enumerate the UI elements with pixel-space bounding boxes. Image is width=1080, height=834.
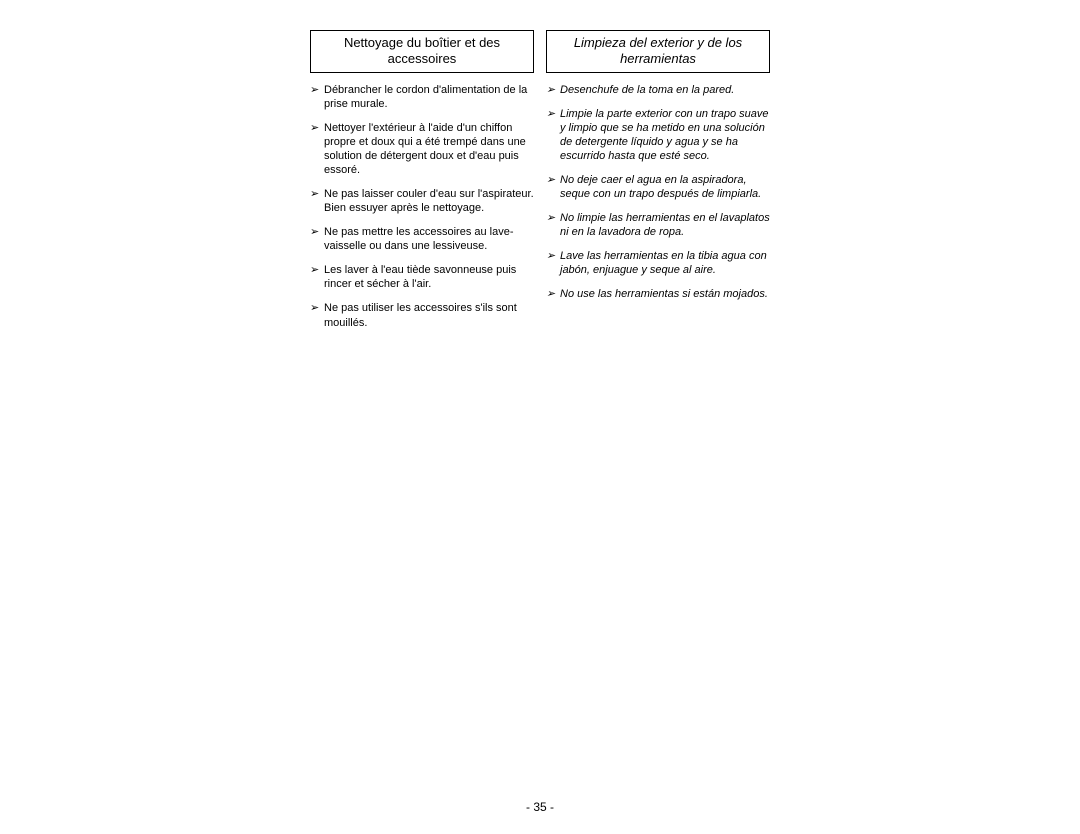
manual-page: Nettoyage du boîtier et des accessoires … [0, 0, 1080, 834]
bullet-text: Desenchufe de la toma en la pared. [560, 83, 770, 97]
bullet-text: Ne pas laisser couler d'eau sur l'aspira… [324, 187, 534, 215]
list-item: ➢ Débrancher le cordon d'alimentation de… [310, 83, 534, 111]
bullet-icon: ➢ [310, 263, 324, 277]
bullet-icon: ➢ [546, 173, 560, 187]
list-item: ➢ Ne pas utiliser les accessoires s'ils … [310, 301, 534, 329]
list-item: ➢ Les laver à l'eau tiède savonneuse pui… [310, 263, 534, 291]
bullet-icon: ➢ [310, 187, 324, 201]
heading-line1: Limpieza del exterior y de los [574, 35, 742, 50]
bullet-icon: ➢ [310, 121, 324, 135]
bullet-text: No use las herramientas si están mojados… [560, 287, 770, 301]
bullet-text: Limpie la parte exterior con un trapo su… [560, 107, 770, 163]
bullet-text: No deje caer el agua en la aspiradora, s… [560, 173, 770, 201]
page-number: - 35 - [0, 800, 1080, 814]
bullet-text: Débrancher le cordon d'alimentation de l… [324, 83, 534, 111]
bullet-text: Ne pas mettre les accessoires au lave-va… [324, 225, 534, 253]
bullet-list-spanish: ➢ Desenchufe de la toma en la pared. ➢ L… [546, 83, 770, 302]
bullet-icon: ➢ [546, 83, 560, 97]
list-item: ➢ Nettoyer l'extérieur à l'aide d'un chi… [310, 121, 534, 177]
list-item: ➢ Ne pas mettre les accessoires au lave-… [310, 225, 534, 253]
list-item: ➢ Lave las herramientas en la tibia agua… [546, 249, 770, 277]
content-columns: Nettoyage du boîtier et des accessoires … [0, 30, 1080, 340]
list-item: ➢ Limpie la parte exterior con un trapo … [546, 107, 770, 163]
heading-line2: accessoires [388, 51, 457, 66]
heading-line1: Nettoyage du boîtier et des [344, 35, 500, 50]
bullet-text: No limpie las herramientas en el lavapla… [560, 211, 770, 239]
list-item: ➢ No limpie las herramientas en el lavap… [546, 211, 770, 239]
bullet-icon: ➢ [546, 249, 560, 263]
column-french: Nettoyage du boîtier et des accessoires … [310, 30, 534, 340]
list-item: ➢ No use las herramientas si están mojad… [546, 287, 770, 301]
bullet-icon: ➢ [310, 301, 324, 315]
heading-french: Nettoyage du boîtier et des accessoires [310, 30, 534, 73]
bullet-icon: ➢ [310, 225, 324, 239]
bullet-list-french: ➢ Débrancher le cordon d'alimentation de… [310, 83, 534, 330]
bullet-text: Les laver à l'eau tiède savonneuse puis … [324, 263, 534, 291]
list-item: ➢ No deje caer el agua en la aspiradora,… [546, 173, 770, 201]
heading-line2: herramientas [620, 51, 696, 66]
bullet-text: Ne pas utiliser les accessoires s'ils so… [324, 301, 534, 329]
bullet-icon: ➢ [310, 83, 324, 97]
bullet-icon: ➢ [546, 211, 560, 225]
list-item: ➢ Desenchufe de la toma en la pared. [546, 83, 770, 97]
bullet-icon: ➢ [546, 287, 560, 301]
heading-spanish: Limpieza del exterior y de los herramien… [546, 30, 770, 73]
column-spanish: Limpieza del exterior y de los herramien… [546, 30, 770, 340]
bullet-text: Lave las herramientas en la tibia agua c… [560, 249, 770, 277]
bullet-text: Nettoyer l'extérieur à l'aide d'un chiff… [324, 121, 534, 177]
bullet-icon: ➢ [546, 107, 560, 121]
list-item: ➢ Ne pas laisser couler d'eau sur l'aspi… [310, 187, 534, 215]
